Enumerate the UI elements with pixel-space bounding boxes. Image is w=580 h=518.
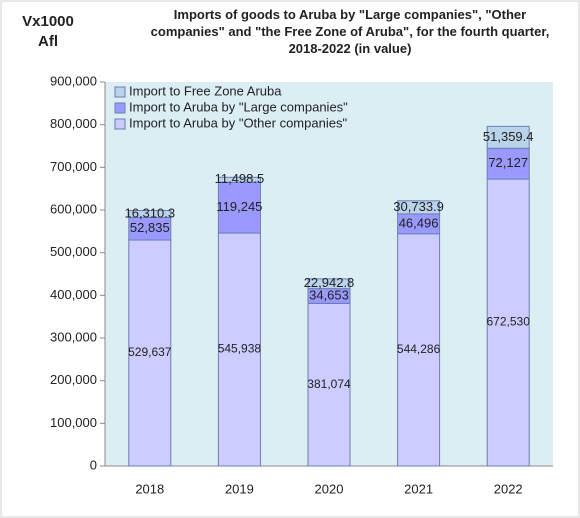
data-label: 16,310.3 xyxy=(124,205,175,220)
data-label: 22,942.8 xyxy=(304,275,355,290)
data-label: 119,245 xyxy=(216,199,262,214)
bar-segment xyxy=(217,232,261,467)
legend-swatch xyxy=(114,102,126,114)
bar-segment xyxy=(397,233,441,467)
y-tick-label: 700,000 xyxy=(50,159,97,174)
data-label: 381,074 xyxy=(307,377,351,391)
y-tick-label: 100,000 xyxy=(50,415,97,430)
y-tick-label: 800,000 xyxy=(50,116,97,131)
legend-label: Import to Aruba by "Large companies" xyxy=(129,99,348,114)
y-tick-label: 600,000 xyxy=(50,201,97,216)
y-tick-label: 500,000 xyxy=(50,244,97,259)
data-label: 529,637 xyxy=(128,345,172,359)
data-label: 11,498.5 xyxy=(215,171,265,186)
x-tick-label: 2019 xyxy=(225,481,254,496)
bar-segment xyxy=(217,176,261,183)
legend-swatch xyxy=(114,86,126,98)
x-tick-label: 2021 xyxy=(404,481,433,496)
legend-swatch xyxy=(114,118,126,130)
data-label: 51,359.4 xyxy=(483,129,534,144)
y-tick-label: 900,000 xyxy=(50,73,97,88)
data-label: 34,653 xyxy=(309,287,349,302)
y-tick-label: 200,000 xyxy=(50,372,97,387)
bar-segment xyxy=(128,210,172,218)
bar-segment xyxy=(486,178,530,467)
x-tick-label: 2022 xyxy=(494,481,523,496)
data-label: 72,127 xyxy=(488,155,528,170)
y-tick-label: 400,000 xyxy=(50,287,97,302)
chart-title: Imports of goods to Aruba by "Large comp… xyxy=(150,7,550,56)
legend-label: Import to Free Zone Aruba xyxy=(129,83,282,98)
data-label: 52,835 xyxy=(130,220,170,235)
data-label: 46,496 xyxy=(399,215,439,230)
data-label: 30,733.9 xyxy=(393,199,444,214)
data-label: 672,530 xyxy=(487,315,531,329)
x-tick-label: 2018 xyxy=(135,481,164,496)
y-tick-label: 0 xyxy=(90,457,97,472)
data-label: 544,286 xyxy=(397,342,441,356)
bar-segment xyxy=(486,125,530,149)
bar-segment xyxy=(307,302,351,467)
y-tick-label: 300,000 xyxy=(50,329,97,344)
data-label: 545,938 xyxy=(218,342,262,356)
bar-segment xyxy=(397,200,441,215)
y-axis-label: Vx1000 Afl xyxy=(22,13,74,50)
x-tick-label: 2020 xyxy=(315,481,344,496)
bar-segment xyxy=(307,278,351,290)
legend-label: Import to Aruba by "Other companies" xyxy=(129,115,347,130)
